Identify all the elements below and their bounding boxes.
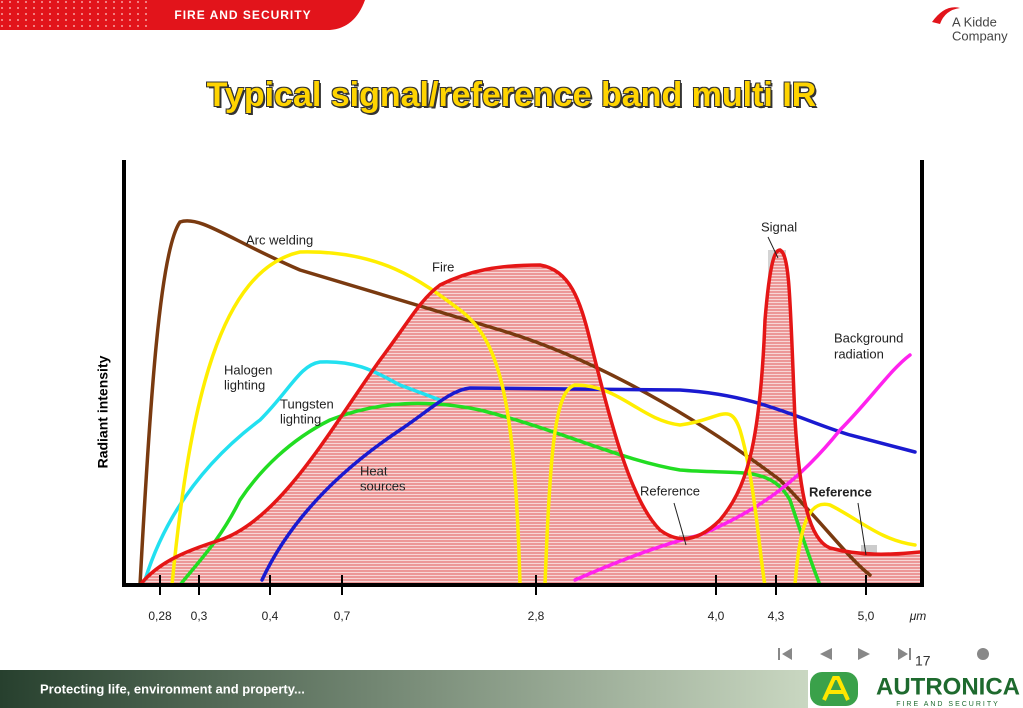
x-tick-label: 0,28 [148,609,172,623]
x-unit: μm [909,609,927,623]
curve-label: Signal [761,219,797,234]
title-box: Typical signal/reference band multi IR [206,76,817,114]
background-curve [573,353,912,582]
x-tick-label: 4,0 [708,609,725,623]
x-tick-label: 2,8 [528,609,545,623]
curve-label: Tungsten [280,396,334,411]
curve-label: Fire [432,259,454,274]
pointers [673,236,867,556]
y-label: Radiant intensity [95,355,111,468]
curve-label: lighting [224,377,265,392]
curve-label: Heat [360,463,388,478]
x-tick-label: 0,7 [334,609,351,623]
title: Typical signal/reference band multi IR [206,76,817,114]
halogen-curve [143,360,442,582]
tick-marks [159,575,867,595]
x-tick-label: 4,3 [768,609,785,623]
arc-curve [138,219,872,587]
yellow-curve [170,250,917,587]
header-dots [0,0,150,30]
x-tick-label: 5,0 [858,609,875,623]
fire-area [140,250,920,585]
logo-sub: FIRE AND SECURITY [896,701,1000,708]
curve-label: Reference [809,484,872,499]
axes [122,160,924,587]
logo-a [822,676,850,701]
logo-text: AUTRONICA [876,673,1020,700]
x-tick-label: 0,3 [191,609,208,623]
partner: A Kidde [952,14,997,29]
footer-band [0,670,808,708]
kidde-icon [932,7,960,24]
nav-icons[interactable] [778,648,989,660]
curve-label: sources [360,478,406,493]
tungsten-curve [178,401,822,587]
brand: FIRE AND SECURITY [174,8,311,22]
fire-curve [138,248,922,587]
slogan: Protecting life, environment and propert… [40,681,305,696]
curve-label: Reference [640,483,700,498]
curve-label: Background [834,330,903,345]
heat-curve [260,386,917,582]
curve-label: Halogen [224,362,272,377]
curve-label: lighting [280,411,321,426]
partner: Company [952,28,1008,43]
curve-label: Arc welding [246,232,313,247]
x-tick-label: 0,4 [262,609,279,623]
curve-label: radiation [834,346,884,361]
page-number: 17 [915,653,931,669]
